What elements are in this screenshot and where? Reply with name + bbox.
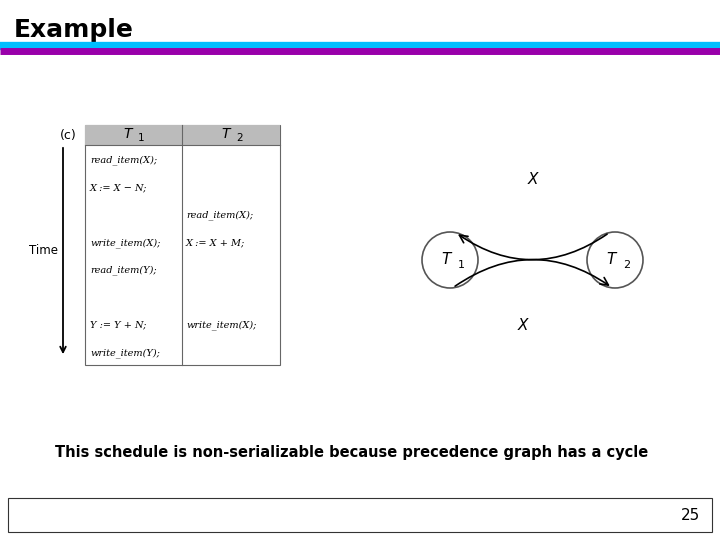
- FancyArrowPatch shape: [455, 260, 608, 286]
- Text: $T$: $T$: [606, 251, 618, 267]
- Text: write_item(Y);: write_item(Y);: [90, 348, 160, 357]
- Text: $T$: $T$: [123, 127, 135, 141]
- FancyArrowPatch shape: [459, 234, 607, 260]
- Bar: [8, 498, 712, 532]
- Text: 2: 2: [623, 260, 630, 270]
- Text: Y := Y + N;: Y := Y + N;: [90, 321, 146, 329]
- Text: 2: 2: [236, 133, 243, 143]
- Text: read_item(X);: read_item(X);: [186, 210, 253, 220]
- Text: read_item(Y);: read_item(Y);: [90, 265, 157, 275]
- Text: X := X + M;: X := X + M;: [186, 238, 246, 247]
- Circle shape: [422, 232, 478, 288]
- Text: Example: Example: [14, 18, 134, 42]
- Text: X: X: [517, 319, 528, 334]
- Text: Time: Time: [29, 245, 58, 258]
- Text: $T$: $T$: [441, 251, 453, 267]
- Bar: [85, 125, 280, 145]
- Text: 1: 1: [458, 260, 465, 270]
- Text: (c): (c): [60, 129, 77, 141]
- Text: write_item(X);: write_item(X);: [90, 238, 161, 247]
- Text: 25: 25: [680, 508, 700, 523]
- Circle shape: [587, 232, 643, 288]
- Text: X: X: [527, 172, 538, 187]
- Text: write_item(X);: write_item(X);: [186, 320, 256, 330]
- Text: read_item(X);: read_item(X);: [90, 155, 157, 165]
- Bar: [85, 125, 280, 365]
- Text: This schedule is non-serializable because precedence graph has a cycle: This schedule is non-serializable becaus…: [55, 444, 648, 460]
- Text: $T$: $T$: [221, 127, 233, 141]
- Text: 1: 1: [138, 133, 145, 143]
- Text: X := X − N;: X := X − N;: [90, 183, 148, 192]
